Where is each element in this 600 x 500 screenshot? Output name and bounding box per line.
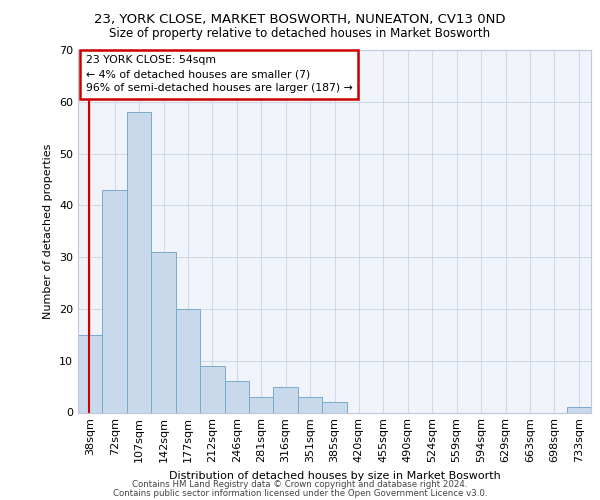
Text: 23 YORK CLOSE: 54sqm
← 4% of detached houses are smaller (7)
96% of semi-detache: 23 YORK CLOSE: 54sqm ← 4% of detached ho… [86, 56, 352, 94]
Bar [151, 252, 176, 412]
Y-axis label: Number of detached properties: Number of detached properties [43, 144, 53, 319]
Bar [274, 386, 298, 412]
Bar [224, 382, 249, 412]
Text: 23, YORK CLOSE, MARKET BOSWORTH, NUNEATON, CV13 0ND: 23, YORK CLOSE, MARKET BOSWORTH, NUNEATO… [94, 12, 506, 26]
Text: Contains HM Land Registry data © Crown copyright and database right 2024.: Contains HM Land Registry data © Crown c… [132, 480, 468, 489]
Bar [78, 335, 103, 412]
X-axis label: Distribution of detached houses by size in Market Bosworth: Distribution of detached houses by size … [169, 470, 500, 480]
Text: Contains public sector information licensed under the Open Government Licence v3: Contains public sector information licen… [113, 489, 487, 498]
Text: Size of property relative to detached houses in Market Bosworth: Size of property relative to detached ho… [109, 28, 491, 40]
Bar [298, 397, 322, 412]
Bar [322, 402, 347, 412]
Bar [176, 309, 200, 412]
Bar [566, 408, 591, 412]
Bar [249, 397, 274, 412]
Bar [103, 190, 127, 412]
Bar [200, 366, 224, 412]
Bar [127, 112, 151, 412]
